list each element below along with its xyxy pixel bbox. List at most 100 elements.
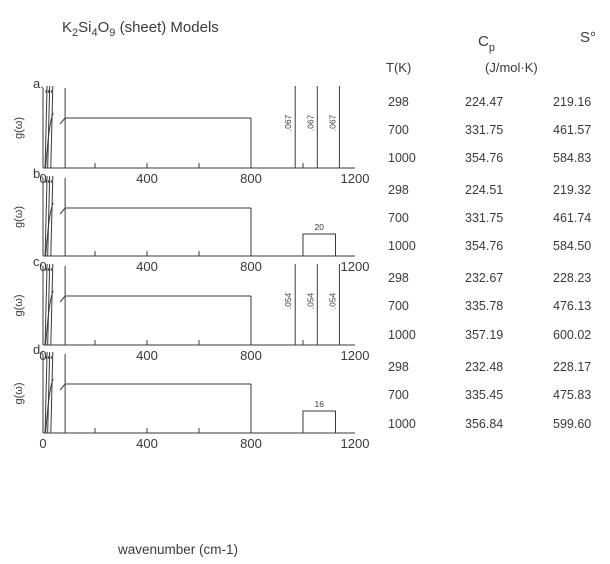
acoustic-mode-line: [47, 351, 51, 434]
cell-cp: 335.45: [465, 388, 503, 402]
acoustic-branch-curve: [45, 112, 54, 169]
cell-s: 476.13: [553, 299, 591, 313]
optic-band-box: [302, 410, 336, 434]
table-group-1: 298 224.47 219.16 700 331.75 461.57 1000 354.76…: [388, 95, 591, 165]
spectrum-panel-4: 0 400 800 1200 d. g(ω) 16: [13, 342, 369, 451]
panel-label: a.: [33, 76, 44, 91]
cell-cp: 356.84: [465, 417, 503, 431]
acoustic-mode-line: [50, 351, 54, 434]
cell-s: 228.17: [553, 360, 591, 374]
continuum-shoulder: [59, 207, 66, 215]
table-row: 700 331.75 461.74: [388, 211, 591, 225]
cell-t: 1000: [388, 239, 416, 253]
optic-band-box: [302, 233, 336, 257]
optic-mode-label: .054: [305, 292, 315, 309]
optic-mode-label: .067: [327, 114, 337, 131]
x-tick-label: 800: [240, 348, 262, 363]
table-row: 700 331.75 461.57: [388, 123, 591, 137]
x-tick-label: 0: [39, 436, 46, 451]
x-axis-label: wavenumber (cm-1): [117, 542, 238, 557]
table-row: 1000 354.76 584.50: [388, 239, 591, 253]
continuum-shoulder: [59, 383, 66, 391]
panel-label: c.: [33, 254, 43, 269]
cell-cp: 224.47: [465, 95, 503, 109]
table-row: 298 224.51 219.32: [388, 183, 591, 197]
cell-cp: 354.76: [465, 239, 503, 253]
spectra-panels: 0 400 800 1200 a. g(ω) .067 .067 .067 0 400 800 1200…: [13, 76, 369, 451]
acoustic-mode-line: [50, 85, 54, 169]
table-row: 1000 354.76 584.83: [388, 151, 591, 165]
figure-title: K2Si4O9 (sheet) Models: [62, 19, 219, 39]
cell-cp: 354.76: [465, 151, 503, 165]
continuum-shoulder: [59, 295, 66, 303]
table-row: 298 224.47 219.16: [388, 95, 591, 109]
cell-t: 1000: [388, 151, 416, 165]
x-tick-label: 1200: [341, 259, 370, 274]
cell-cp: 331.75: [465, 123, 503, 137]
panel-label: d.: [33, 342, 44, 357]
table-group-2: 298 224.51 219.32 700 331.75 461.74 1000 354.76…: [388, 183, 591, 253]
optic-mode-label: .067: [305, 114, 315, 131]
acoustic-branch-curve: [45, 202, 54, 257]
optic-band-label: 20: [315, 222, 325, 232]
cell-t: 700: [388, 388, 409, 402]
table-row: 1000 356.84 599.60: [388, 417, 591, 431]
optic-mode-label: .067: [283, 114, 293, 131]
cell-t: 1000: [388, 417, 416, 431]
cell-s: 584.50: [553, 239, 591, 253]
acoustic-mode-line: [44, 175, 48, 257]
table-group-3: 298 232.67 228.23 700 335.78 476.13 1000 357.19…: [388, 271, 591, 342]
table-row: 700 335.45 475.83: [388, 388, 591, 402]
cell-t: 298: [388, 271, 409, 285]
x-tick-label: 800: [240, 436, 262, 451]
table-group-4: 298 232.48 228.17 700 335.45 475.83 1000 356.84…: [388, 360, 591, 431]
cell-t: 298: [388, 360, 409, 374]
acoustic-mode-line: [47, 263, 51, 346]
cell-s: 219.16: [553, 95, 591, 109]
cell-s: 599.60: [553, 417, 591, 431]
continuum-shoulder: [59, 117, 66, 125]
acoustic-mode-line: [47, 85, 51, 169]
acoustic-branch-curve: [45, 378, 54, 434]
cell-t: 298: [388, 183, 409, 197]
acoustic-mode-line: [44, 85, 48, 169]
cell-s: 461.74: [553, 211, 591, 225]
cell-cp: 331.75: [465, 211, 503, 225]
thermo-table: 298 224.47 219.16 700 331.75 461.57 1000 354.76…: [388, 95, 591, 431]
x-tick-label: 1200: [341, 436, 370, 451]
x-tick-label: 800: [240, 171, 262, 186]
cell-s: 584.83: [553, 151, 591, 165]
x-tick-label: 400: [136, 436, 158, 451]
optic-mode-label: .054: [327, 292, 337, 309]
table-row: 298 232.48 228.17: [388, 360, 591, 374]
y-axis-label: g(ω): [13, 117, 25, 139]
optic-mode-label: .054: [283, 292, 293, 309]
x-tick-label: 400: [136, 171, 158, 186]
cell-s: 475.83: [553, 388, 591, 402]
entropy-header: S°: [580, 29, 596, 46]
optic-band-label: 16: [315, 399, 325, 409]
table-row: 700 335.78 476.13: [388, 299, 591, 313]
y-axis-label: g(ω): [13, 382, 25, 404]
acoustic-mode-line: [50, 263, 54, 346]
x-tick-label: 800: [240, 259, 262, 274]
cell-s: 228.23: [553, 271, 591, 285]
acoustic-mode-line: [44, 263, 48, 346]
acoustic-mode-line: [50, 175, 54, 257]
cell-t: 1000: [388, 328, 416, 342]
cell-cp: 335.78: [465, 299, 503, 313]
cell-t: 700: [388, 123, 409, 137]
temperature-header: T(K): [386, 60, 411, 75]
cell-cp: 224.51: [465, 183, 503, 197]
acoustic-branch-curve: [45, 290, 54, 346]
x-tick-label: 1200: [341, 348, 370, 363]
x-tick-label: 1200: [341, 171, 370, 186]
cell-cp: 232.48: [465, 360, 503, 374]
x-tick-label: 400: [136, 348, 158, 363]
table-row: 1000 357.19 600.02: [388, 328, 591, 342]
y-axis-label: g(ω): [13, 294, 25, 316]
